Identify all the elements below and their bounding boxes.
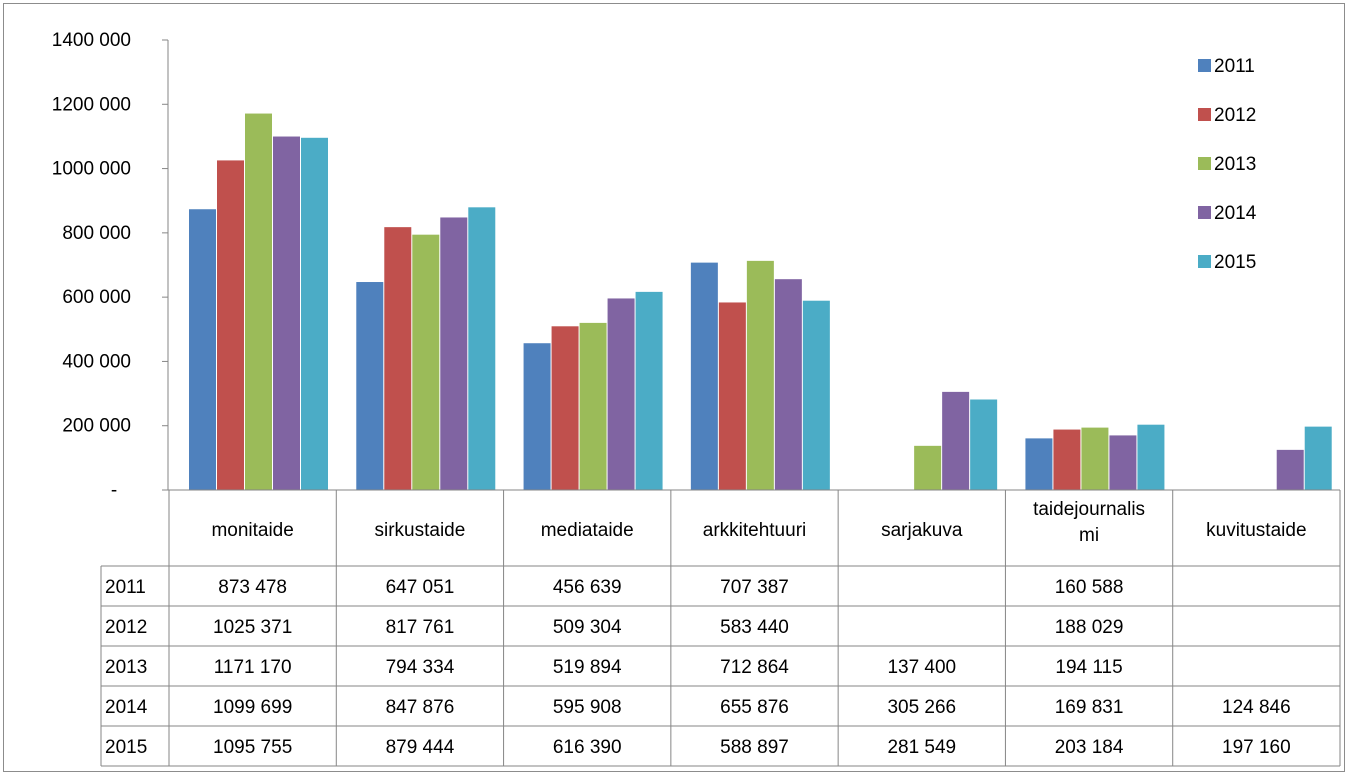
bar-2011-mediataide bbox=[523, 343, 551, 490]
table-row-header: 2015 bbox=[105, 737, 147, 758]
y-tick-label: 600 000 bbox=[62, 287, 131, 308]
table-cell-value: 188 029 bbox=[1055, 617, 1124, 638]
y-tick-label: 1000 000 bbox=[52, 159, 131, 180]
table-cell-value: 655 876 bbox=[720, 697, 789, 718]
table-cell-value: 197 160 bbox=[1222, 737, 1291, 758]
bar-2015-sarjakuva bbox=[970, 399, 998, 490]
bar-2012-arkkitehtuuri bbox=[718, 302, 746, 490]
y-tick-label: 1200 000 bbox=[52, 94, 131, 115]
bar-2014-monitaide bbox=[273, 136, 300, 490]
y-tick-label: 1400 000 bbox=[52, 30, 131, 51]
chart-frame: - 200 000 400 000 600 000 800 000 1000 000 120… bbox=[3, 3, 1345, 772]
bar-2014-sarjakuva bbox=[942, 391, 970, 490]
table-cell-value: 847 876 bbox=[386, 697, 455, 718]
legend-label: 2012 bbox=[1214, 105, 1256, 126]
legend-swatch-2015 bbox=[1198, 255, 1211, 268]
legend-swatch-2014 bbox=[1198, 206, 1211, 219]
legend-label: 2013 bbox=[1214, 154, 1256, 175]
table-cell-value: 1099 699 bbox=[213, 697, 292, 718]
table-row-header: 2011 bbox=[105, 577, 146, 598]
table-cell-value: 879 444 bbox=[386, 737, 455, 758]
table-cell-value: 712 864 bbox=[720, 657, 789, 678]
bar-2014-kuvitustaide bbox=[1276, 449, 1304, 490]
table-cell-value: 194 115 bbox=[1055, 657, 1122, 678]
legend-swatch-2012 bbox=[1198, 108, 1211, 121]
table-cell-value: 588 897 bbox=[720, 737, 789, 758]
category-label: mi bbox=[1079, 525, 1099, 546]
table-cell-value: 124 846 bbox=[1222, 697, 1291, 718]
legend-label: 2015 bbox=[1214, 252, 1256, 273]
bar-2014-sirkustaide bbox=[440, 217, 468, 490]
category-label: sirkustaide bbox=[375, 520, 466, 541]
bar-2015-sirkustaide bbox=[468, 207, 496, 490]
bar-2013-arkkitehtuuri bbox=[746, 260, 774, 490]
table-row-header: 2014 bbox=[105, 697, 148, 718]
legend-label: 2011 bbox=[1214, 56, 1255, 77]
bar-2011-taidejournalismi bbox=[1025, 438, 1053, 490]
y-tick-label: 400 000 bbox=[62, 351, 131, 372]
y-tick-label: 200 000 bbox=[62, 416, 131, 437]
table-cell-value: 519 894 bbox=[553, 657, 622, 678]
table-cell-value: 647 051 bbox=[386, 577, 455, 598]
bar-2013-sirkustaide bbox=[412, 234, 440, 490]
table-cell-value: 1171 170 bbox=[214, 657, 292, 678]
table-cell-value: 583 440 bbox=[720, 617, 789, 638]
table-cell-value: 595 908 bbox=[553, 697, 622, 718]
category-label: sarjakuva bbox=[881, 520, 963, 541]
table-cell-value: 137 400 bbox=[887, 657, 956, 678]
bar-2015-monitaide bbox=[301, 137, 328, 490]
table-row-header: 2012 bbox=[105, 617, 147, 638]
bar-2014-mediataide bbox=[607, 298, 635, 490]
bar-2014-arkkitehtuuri bbox=[774, 279, 802, 490]
category-label: arkkitehtuuri bbox=[703, 520, 807, 541]
bar-2013-taidejournalismi bbox=[1081, 427, 1109, 490]
bar-2013-mediataide bbox=[579, 322, 607, 490]
bar-2011-arkkitehtuuri bbox=[690, 262, 718, 490]
table-cell-value: 1095 755 bbox=[213, 737, 292, 758]
bar-2015-kuvitustaide bbox=[1304, 426, 1332, 490]
category-label: kuvitustaide bbox=[1206, 520, 1306, 541]
table-cell-value: 305 266 bbox=[887, 697, 956, 718]
table-cell-value: 1025 371 bbox=[213, 617, 292, 638]
table-cell-value: 281 549 bbox=[887, 737, 956, 758]
bar-2013-monitaide bbox=[245, 113, 272, 491]
bar-2012-sirkustaide bbox=[384, 227, 412, 490]
category-label: mediataide bbox=[541, 520, 634, 541]
table-cell-value: 707 387 bbox=[720, 577, 789, 598]
bar-2012-taidejournalismi bbox=[1053, 429, 1081, 490]
bar-2015-taidejournalismi bbox=[1137, 424, 1165, 490]
y-tick-label: - bbox=[111, 480, 117, 501]
bar-2014-taidejournalismi bbox=[1109, 435, 1137, 490]
category-label: taidejournalis bbox=[1033, 499, 1145, 520]
table-cell-value: 794 334 bbox=[386, 657, 455, 678]
table-cell-value: 509 304 bbox=[553, 617, 622, 638]
legend-swatch-2013 bbox=[1198, 157, 1211, 170]
legend-label: 2014 bbox=[1214, 203, 1257, 224]
bar-2012-monitaide bbox=[217, 160, 244, 491]
table-cell-value: 203 184 bbox=[1055, 737, 1124, 758]
bar-2015-arkkitehtuuri bbox=[802, 300, 830, 490]
bar-chart-with-data-table: - 200 000 400 000 600 000 800 000 1000 000 120… bbox=[52, 30, 1341, 767]
bar-2012-mediataide bbox=[551, 326, 579, 490]
bar-2011-sirkustaide bbox=[356, 282, 384, 490]
bar-2015-mediataide bbox=[635, 291, 663, 490]
bar-2011-monitaide bbox=[189, 209, 216, 491]
table-cell-value: 160 588 bbox=[1055, 577, 1124, 598]
table-cell-value: 817 761 bbox=[386, 617, 455, 638]
legend-swatch-2011 bbox=[1198, 59, 1211, 72]
category-label: monitaide bbox=[211, 520, 293, 541]
table-row-header: 2013 bbox=[105, 657, 147, 678]
y-tick-label: 800 000 bbox=[62, 223, 131, 244]
table-cell-value: 616 390 bbox=[553, 737, 622, 758]
table-cell-value: 169 831 bbox=[1055, 697, 1124, 718]
table-cell-value: 456 639 bbox=[553, 577, 622, 598]
table-cell-value: 873 478 bbox=[218, 577, 287, 598]
bar-2013-sarjakuva bbox=[914, 445, 942, 490]
